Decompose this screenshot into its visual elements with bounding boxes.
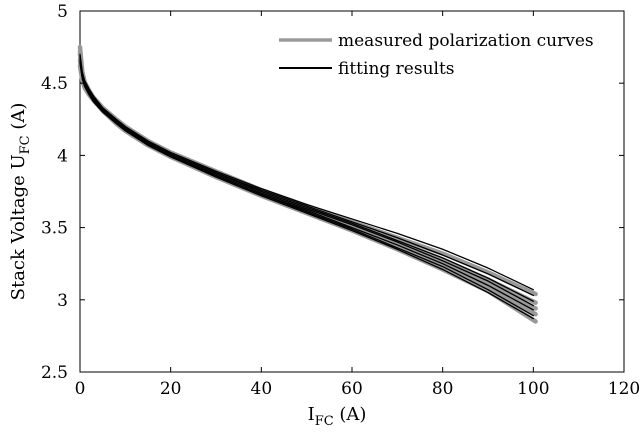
x-tick-label: 120 [608,379,640,399]
x-tick-label: 80 [432,379,454,399]
legend: measured polarization curves fitting resu… [279,31,594,79]
x-tick-label: 60 [341,379,363,399]
fit-curve-1 [79,53,534,291]
x-axis-label-main: I [308,404,315,425]
y-axis-label-sub: FC [18,135,33,154]
legend-label-fit: fitting results [338,59,455,79]
y-tick-label: 2.5 [41,363,68,383]
y-axis-label: Stack Voltage UFC (A) [8,103,33,301]
x-axis-label: IFC (A) [308,404,367,429]
x-tick-label: 0 [75,379,86,399]
x-axis-label-unit: (A) [334,404,367,425]
y-axis-label-unit: (A) [8,103,29,136]
series-fit [79,53,534,320]
fit-curve-5 [79,59,534,311]
fit-curve-7 [79,62,534,320]
series-layer [77,44,538,324]
y-tick-label: 4 [57,146,68,166]
axis-layer: 0 20 40 60 80 100 120 2.5 3 3.5 4 4.5 5 [41,2,640,399]
y-axis-label-main: Stack Voltage U [8,154,29,300]
y-tick-label: 3 [57,291,68,311]
x-axis-label-sub: FC [315,414,334,429]
y-tick-label: 3.5 [41,219,68,239]
x-tick-label: 40 [251,379,273,399]
x-tick-label: 100 [517,379,549,399]
x-tick-label: 20 [160,379,182,399]
y-tick-label: 4.5 [41,74,68,94]
legend-label-measured: measured polarization curves [338,31,594,51]
y-tick-label: 5 [57,2,68,22]
